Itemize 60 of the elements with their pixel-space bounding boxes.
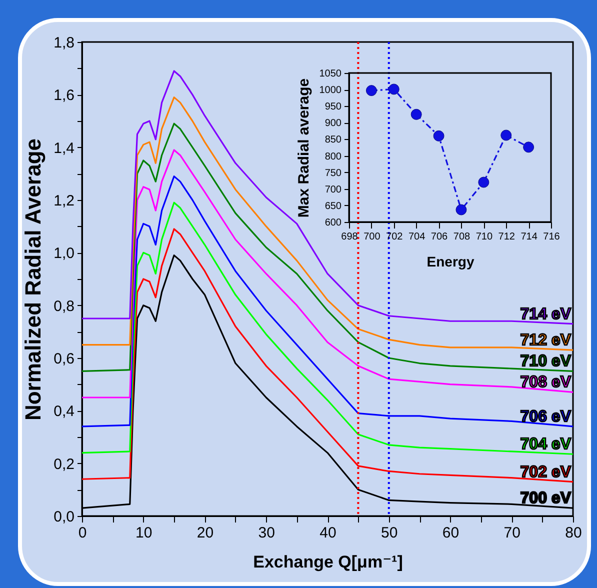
series-label: 702 eV (520, 464, 572, 481)
y-axis-title: Max Radial average (295, 78, 312, 218)
x-tick-label: 10 (136, 524, 152, 542)
y-tick-label: 600 (324, 218, 342, 228)
y-tick-label: 1,2 (54, 192, 74, 210)
x-tick-label: 712 (498, 232, 516, 242)
x-tick-label: 700 (364, 232, 381, 242)
series-label: 710 eV (520, 353, 572, 370)
x-axis-title: Energy (426, 254, 474, 270)
point (456, 204, 467, 216)
y-tick-label: 0,6 (54, 350, 74, 368)
x-axis-title: Exchange Q[μm⁻¹] (253, 552, 403, 572)
x-tick-label: 50 (381, 524, 398, 542)
x-tick-label: 702 (386, 232, 404, 242)
y-tick-label: 0,0 (54, 508, 74, 526)
point (500, 130, 512, 141)
line-series (82, 70, 573, 325)
x-tick-label: 60 (442, 524, 460, 542)
y-tick-label: 900 (324, 118, 342, 130)
x-tick-label: 70 (504, 524, 520, 542)
x-tick-label: 30 (258, 524, 275, 542)
y-tick-label: 1,8 (54, 34, 74, 52)
point (433, 130, 444, 142)
y-tick-label: 1,6 (54, 87, 74, 104)
x-tick-label: 708 (453, 232, 470, 242)
series-label: 708 eV (520, 374, 572, 392)
y-tick-label: 800 (324, 151, 342, 162)
x-tick-label: 80 (565, 524, 582, 542)
series-label: 712 eV (520, 332, 572, 350)
x-tick-label: 716 (543, 232, 560, 242)
x-tick-label: 704 (408, 232, 426, 242)
series-label: 706 eV (520, 408, 572, 426)
series-label: 704 eV (520, 436, 572, 454)
series-label: 714 eV (520, 306, 572, 323)
y-tick-label: 1,0 (54, 245, 74, 262)
y-tick-label: 750 (324, 168, 342, 179)
y-tick-label: 0,4 (54, 403, 74, 420)
y-tick-label: 1000 (319, 85, 342, 96)
x-tick-label: 698 (341, 232, 358, 242)
y-tick-label: 0,8 (54, 298, 74, 315)
y-tick-label: 700 (324, 184, 342, 196)
x-tick-label: 20 (196, 524, 214, 542)
y-tick-label: 0,2 (54, 456, 74, 473)
y-tick-label: 650 (324, 200, 342, 212)
x-tick-label: 710 (476, 232, 493, 242)
x-tick-label: 40 (320, 524, 336, 542)
y-tick-label: 850 (324, 134, 342, 146)
point (478, 176, 490, 188)
x-tick-label: 714 (520, 232, 538, 242)
y-tick-label: 950 (324, 102, 342, 113)
y-tick-label: 1,4 (54, 140, 74, 157)
series-label: 700 eV (520, 490, 572, 508)
y-axis-title: Normalized Radial Average (20, 138, 46, 421)
point (366, 85, 377, 96)
x-tick-label: 706 (430, 232, 448, 242)
x-tick-label: 0 (78, 524, 87, 542)
point (410, 108, 422, 120)
point (523, 142, 534, 153)
point (388, 84, 400, 95)
y-tick-label: 1050 (319, 68, 342, 80)
